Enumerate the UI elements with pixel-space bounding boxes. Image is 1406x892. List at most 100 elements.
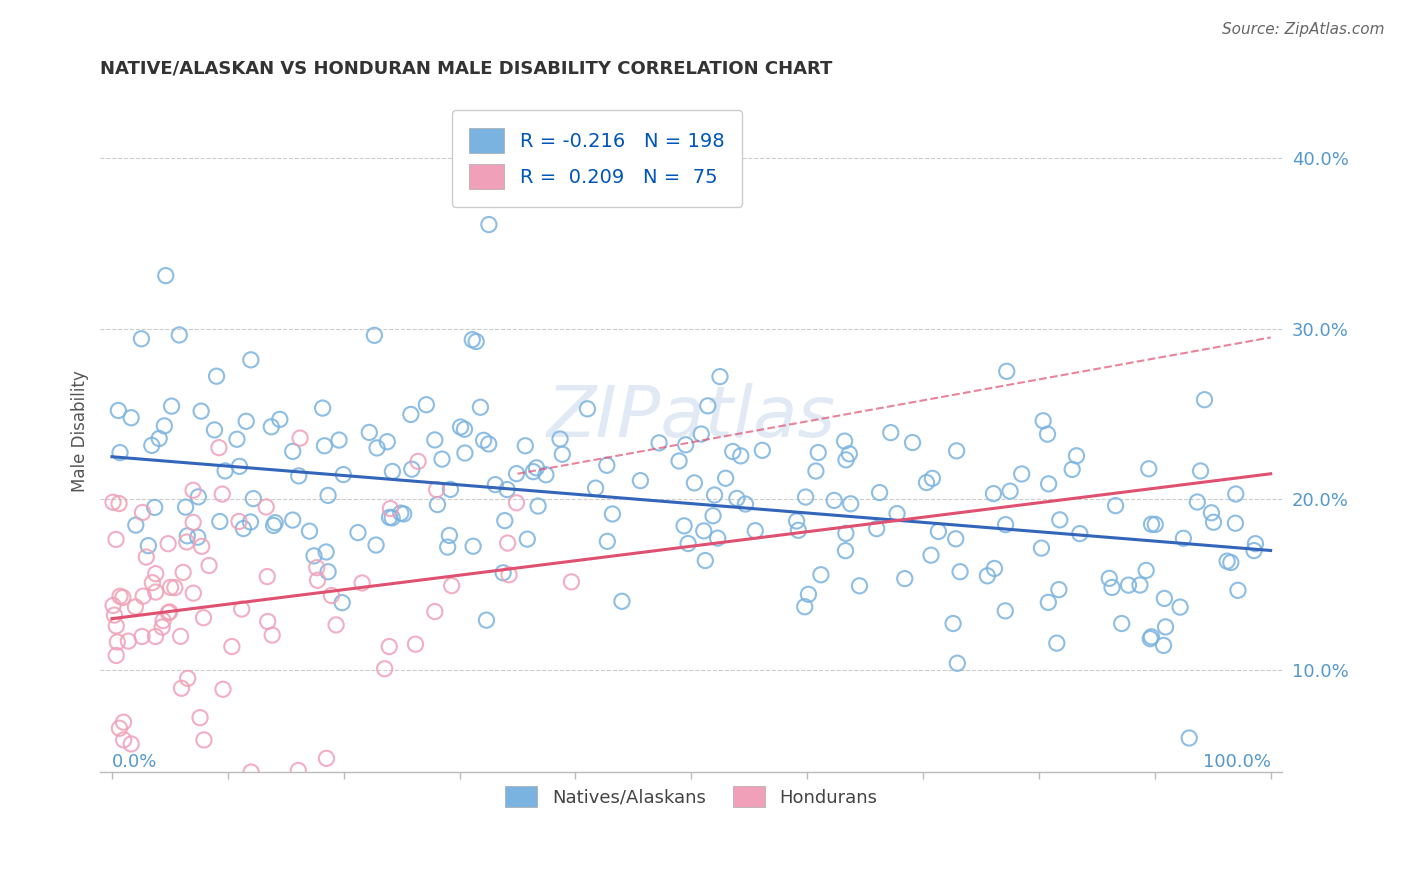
Point <box>375 434 398 449</box>
Point <box>998 484 1021 499</box>
Point <box>1144 517 1167 532</box>
Point <box>475 613 498 627</box>
Point <box>153 418 176 433</box>
Point <box>374 662 396 676</box>
Point <box>522 465 544 479</box>
Point <box>1139 632 1161 646</box>
Point <box>709 369 731 384</box>
Point <box>1189 464 1212 478</box>
Point <box>117 634 139 648</box>
Point <box>893 572 915 586</box>
Point <box>111 591 134 605</box>
Point <box>810 567 832 582</box>
Point <box>461 539 484 553</box>
Point <box>478 218 501 232</box>
Point <box>1036 427 1059 442</box>
Point <box>534 467 557 482</box>
Point <box>221 640 243 654</box>
Point <box>1098 571 1121 585</box>
Point <box>187 530 209 544</box>
Point <box>869 485 891 500</box>
Point <box>231 602 253 616</box>
Point <box>415 398 437 412</box>
Point <box>426 498 449 512</box>
Point <box>208 441 231 455</box>
Point <box>915 475 938 490</box>
Point <box>214 464 236 478</box>
Point <box>1032 414 1054 428</box>
Point <box>211 487 233 501</box>
Text: 100.0%: 100.0% <box>1202 753 1271 771</box>
Point <box>359 425 381 440</box>
Point <box>181 483 204 498</box>
Point <box>163 581 186 595</box>
Point <box>866 522 889 536</box>
Point <box>668 454 690 468</box>
Point <box>389 506 412 520</box>
Point <box>1140 630 1163 644</box>
Point <box>239 352 262 367</box>
Point <box>787 524 810 538</box>
Point <box>167 328 190 343</box>
Point <box>1173 531 1195 545</box>
Point <box>176 529 198 543</box>
Point <box>439 483 461 497</box>
Point <box>576 401 599 416</box>
Point <box>673 519 696 533</box>
Point <box>332 467 354 482</box>
Point <box>886 507 908 521</box>
Point <box>105 648 128 663</box>
Point <box>314 439 336 453</box>
Point <box>450 420 472 434</box>
Point <box>423 605 446 619</box>
Point <box>381 511 404 525</box>
Point <box>945 443 967 458</box>
Point <box>1225 487 1247 501</box>
Point <box>190 540 212 554</box>
Point <box>392 507 415 521</box>
Point <box>1031 541 1053 555</box>
Point <box>721 444 744 458</box>
Point <box>921 471 943 485</box>
Point <box>744 524 766 538</box>
Point <box>176 535 198 549</box>
Point <box>1038 476 1060 491</box>
Point <box>994 517 1017 532</box>
Point <box>1187 495 1209 509</box>
Text: ZIPatlas: ZIPatlas <box>547 383 835 452</box>
Point <box>734 497 756 511</box>
Point <box>1219 556 1241 570</box>
Point <box>315 751 337 765</box>
Point <box>352 576 374 591</box>
Point <box>228 515 250 529</box>
Point <box>942 616 965 631</box>
Point <box>465 334 488 349</box>
Point <box>103 608 125 623</box>
Point <box>610 594 633 608</box>
Point <box>516 532 538 546</box>
Point <box>794 490 817 504</box>
Point <box>838 447 860 461</box>
Point <box>269 412 291 426</box>
Point <box>983 486 1005 500</box>
Point <box>205 369 228 384</box>
Point <box>835 453 858 467</box>
Point <box>683 475 706 490</box>
Point <box>725 491 748 506</box>
Point <box>834 543 856 558</box>
Point <box>526 460 548 475</box>
Point <box>440 579 463 593</box>
Point <box>108 497 131 511</box>
Point <box>108 445 131 459</box>
Point <box>159 605 181 619</box>
Point <box>548 432 571 446</box>
Point <box>124 599 146 614</box>
Point <box>406 454 429 468</box>
Point <box>983 561 1005 575</box>
Point <box>212 682 235 697</box>
Point <box>193 611 215 625</box>
Point <box>112 715 135 730</box>
Point <box>262 628 284 642</box>
Point <box>256 569 278 583</box>
Point <box>585 481 607 495</box>
